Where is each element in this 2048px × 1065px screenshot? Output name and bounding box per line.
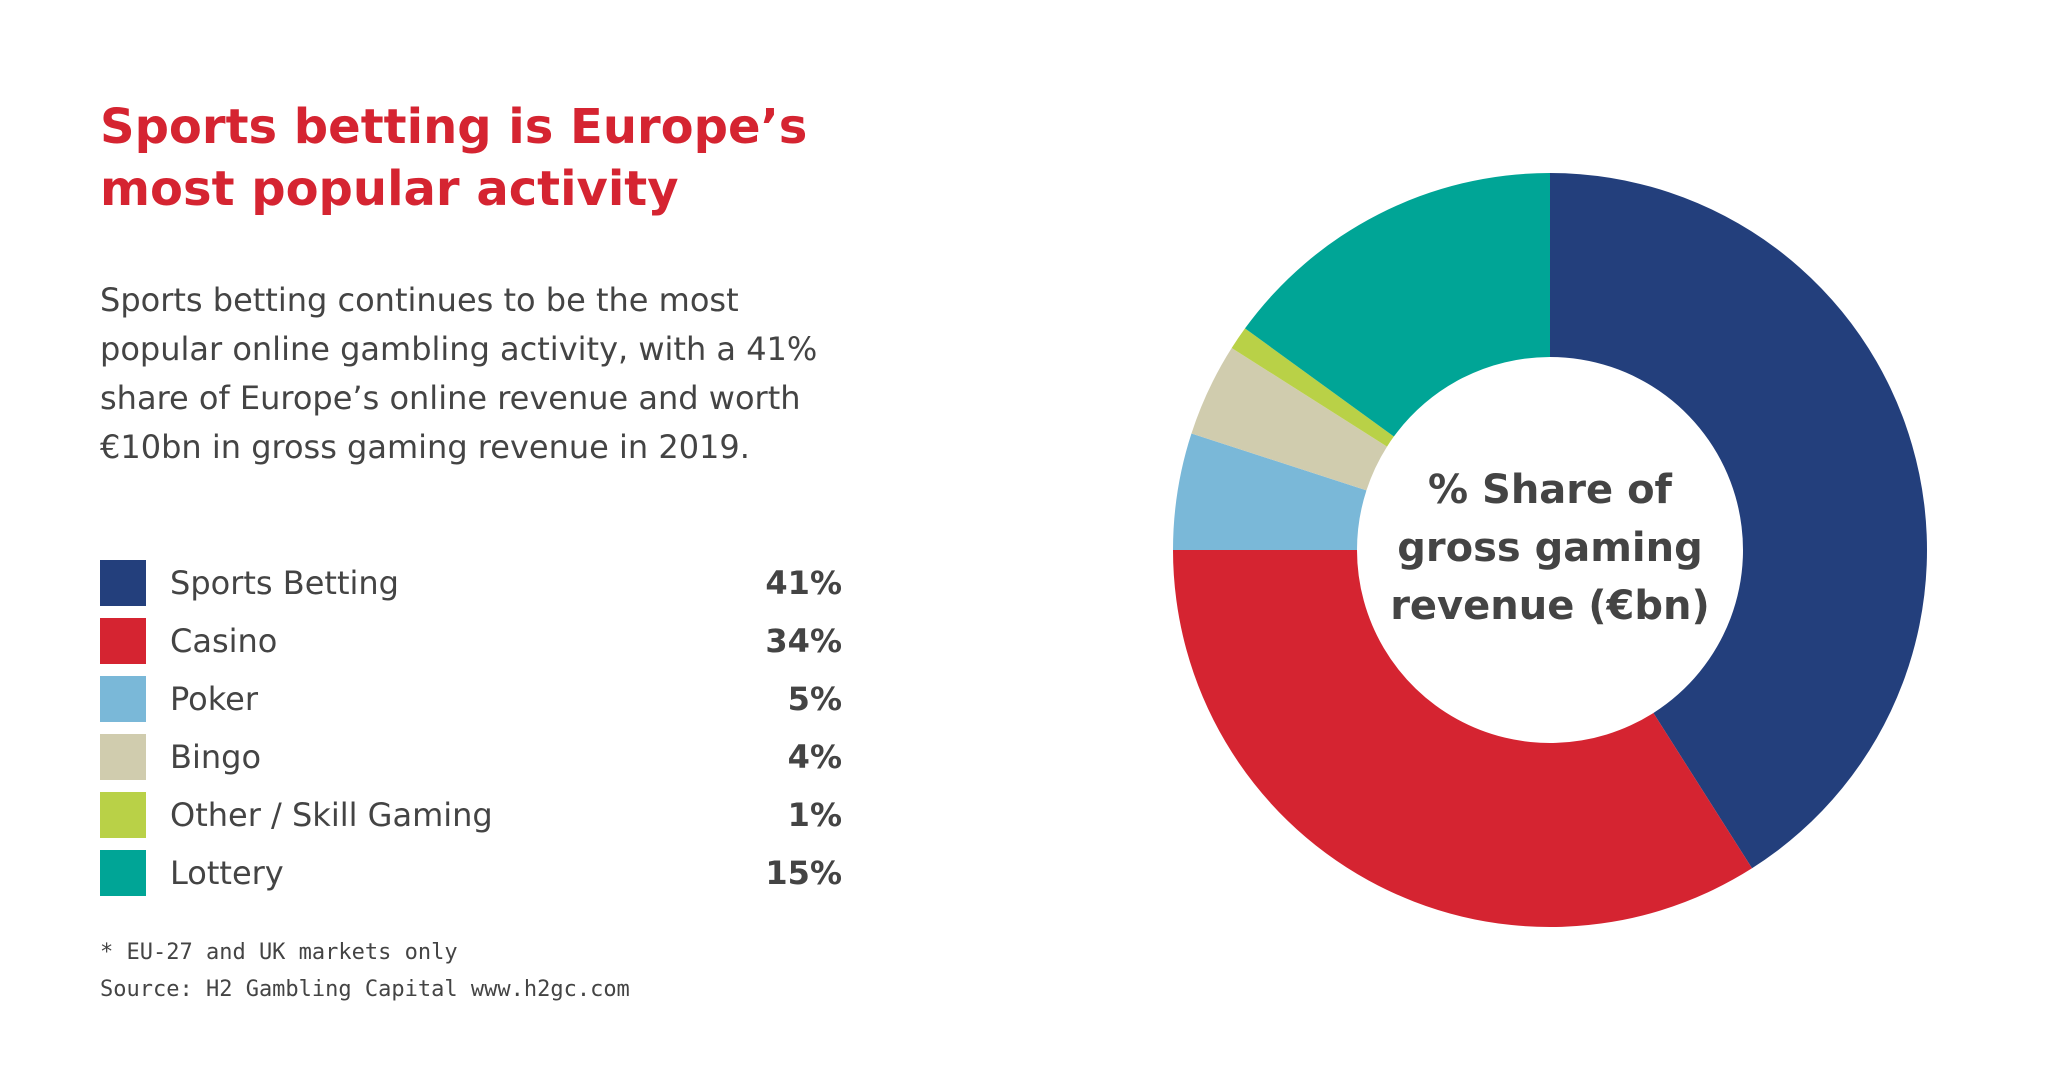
legend-value: 5%: [787, 680, 842, 718]
legend-label: Sports Betting: [170, 564, 399, 602]
donut-slice-poker: [1173, 433, 1367, 550]
legend-swatch: [100, 734, 146, 780]
legend-value: 1%: [787, 796, 842, 834]
legend-label: Lottery: [170, 854, 284, 892]
footnote: * EU-27 and UK markets only: [100, 940, 458, 965]
donut-slices: [1173, 173, 1927, 927]
legend-value: 4%: [787, 738, 842, 776]
description-text: Sports betting continues to be the most …: [100, 281, 818, 466]
legend-item-sports-betting: Sports Betting 41%: [100, 560, 842, 618]
legend-swatch: [100, 850, 146, 896]
donut-center-label: % Share of gross gaming revenue (€bn): [1390, 467, 1710, 629]
chart-legend: Sports Betting 41% Casino 34% Poker 5% B…: [100, 560, 842, 908]
donut-slice-casino: [1173, 550, 1753, 927]
legend-value: 15%: [765, 854, 842, 892]
legend-item-bingo: Bingo 4%: [100, 734, 842, 792]
legend-swatch: [100, 676, 146, 722]
donut-slice-other-skill-gaming: [1231, 328, 1394, 447]
legend-label: Other / Skill Gaming: [170, 796, 493, 834]
donut-center-line: % Share of: [1428, 467, 1673, 513]
legend-swatch: [100, 618, 146, 664]
legend-item-poker: Poker 5%: [100, 676, 842, 734]
legend-swatch: [100, 792, 146, 838]
legend-value: 34%: [765, 622, 842, 660]
legend-swatch: [100, 560, 146, 606]
legend-item-casino: Casino 34%: [100, 618, 842, 676]
source-note: Source: H2 Gambling Capital www.h2gc.com: [100, 977, 630, 1002]
page-title: Sports betting is Europe’s most popular …: [100, 99, 808, 217]
legend-label: Casino: [170, 622, 278, 660]
donut-slice-lottery: [1245, 173, 1550, 437]
donut-center-line: gross gaming: [1397, 525, 1703, 571]
legend-label: Poker: [170, 680, 258, 718]
donut-chart: % Share of gross gaming revenue (€bn): [1173, 173, 1927, 927]
donut-center-line: revenue (€bn): [1390, 583, 1710, 629]
donut-slice-bingo: [1191, 347, 1388, 491]
legend-label: Bingo: [170, 738, 262, 776]
legend-item-other-skill-gaming: Other / Skill Gaming 1%: [100, 792, 842, 850]
donut-slice-sports-betting: [1550, 173, 1927, 869]
legend-item-lottery: Lottery 15%: [100, 850, 842, 908]
legend-value: 41%: [765, 564, 842, 602]
